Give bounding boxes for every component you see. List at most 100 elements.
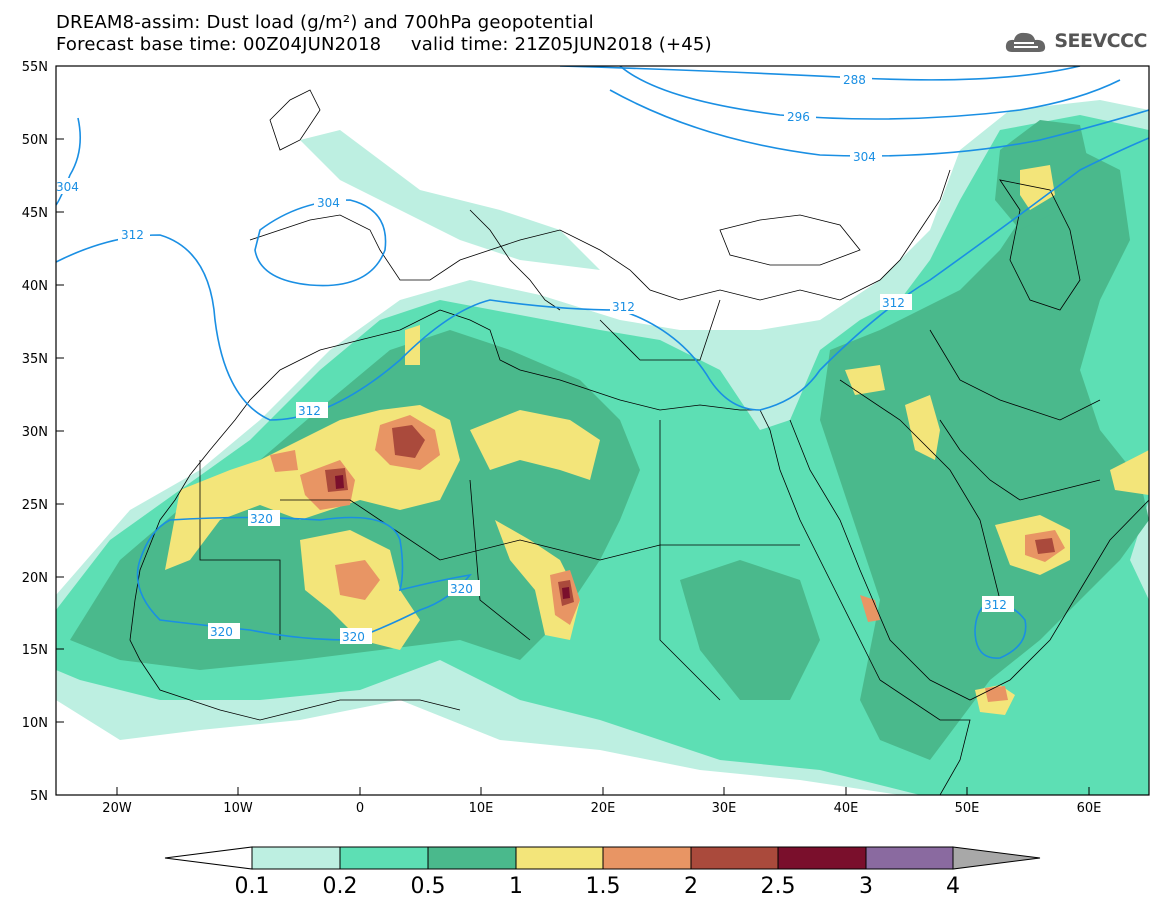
contour-label: 304	[317, 196, 340, 210]
colorbar-bin	[777, 846, 867, 870]
dust-level-1.5-c	[270, 450, 298, 472]
coast-italy	[469, 209, 561, 311]
colorbar-label: 0.1	[235, 874, 270, 899]
dust-level-1.5-d	[335, 560, 380, 600]
lat-tick-label: 15N	[22, 643, 48, 658]
contour-label: 312	[612, 300, 635, 314]
colorbar-label: 1	[509, 874, 523, 899]
contour-296	[619, 66, 1121, 120]
lat-tick-label: 20N	[22, 571, 48, 586]
colorbar-bin	[427, 846, 517, 870]
lat-tick-label: 45N	[22, 206, 48, 221]
colorbar-label: 1.5	[586, 874, 621, 899]
contour-320	[136, 516, 472, 641]
dust-level-2-d	[1035, 538, 1055, 554]
title-line-2: Forecast base time: 00Z04JUN2018 valid t…	[56, 34, 712, 55]
lat-tick-label: 40N	[22, 279, 48, 294]
dust-level-1-c	[470, 410, 600, 480]
dust-level-1-k	[405, 325, 420, 365]
coast-med-south	[439, 309, 760, 411]
colorbar-high-arrow	[952, 846, 1041, 870]
colorbar-label: 2.5	[761, 874, 796, 899]
dust-level-1-f	[905, 395, 940, 460]
colorbar-bin	[251, 846, 341, 870]
colorbar-label: 3	[859, 874, 873, 899]
contour-label: 288	[843, 73, 866, 87]
contour-label: 320	[250, 512, 273, 526]
colorbar-label: 0.5	[411, 874, 446, 899]
contour-label: 312	[121, 228, 144, 242]
coast-caspian	[999, 179, 1081, 311]
lon-tick-label: 30E	[712, 801, 737, 816]
dust-level-1-i	[1110, 450, 1149, 495]
colorbar: 0.1 0.2 0.5 1 1.5 2 2.5 3 4	[164, 846, 1041, 899]
seevccc-logo: SEEVCCC	[1004, 24, 1147, 58]
lon-tick-label: 50E	[955, 801, 980, 816]
coast-red-sea	[759, 409, 881, 681]
contour-label: 320	[342, 630, 365, 644]
lat-tick-label: 25N	[22, 498, 48, 513]
colorbar-bin	[602, 846, 692, 870]
cloud-icon	[1006, 32, 1046, 52]
dust-level-0.5-east	[820, 150, 1149, 760]
colorbar-bin	[339, 846, 429, 870]
lat-labels: 55N 50N 45N 40N 35N 30N 25N 20N 15N 10N …	[22, 60, 48, 804]
border-8	[599, 299, 721, 361]
coast-arabia	[789, 419, 1149, 701]
coast-gulf	[939, 419, 1101, 501]
lon-tick-label: 60E	[1077, 801, 1102, 816]
colorbar-label: 4	[946, 874, 960, 899]
colorbar-bin	[690, 846, 779, 870]
colorbar-bin	[865, 846, 954, 870]
coastlines	[129, 89, 1149, 795]
lon-tick-label: 10W	[223, 801, 253, 816]
lat-tick-label: 50N	[22, 133, 48, 148]
coast-europe	[249, 169, 951, 301]
dust-level-1.5-h	[985, 686, 1008, 702]
border-6	[839, 379, 1001, 601]
lon-tick-label: 0	[356, 801, 364, 816]
coast-uk	[269, 89, 321, 151]
lon-tick-label: 40E	[834, 801, 859, 816]
colorbar-label: 0.2	[323, 874, 358, 899]
contour-label: 296	[787, 110, 810, 124]
dust-level-1-e	[845, 365, 885, 395]
dust-level-2.5	[335, 475, 344, 489]
lat-tick-label: 10N	[22, 716, 48, 731]
coast-black-sea	[719, 214, 861, 266]
dust-field	[56, 100, 1149, 795]
lon-tick-label: 20W	[102, 801, 132, 816]
dust-level-0.1-north	[300, 130, 600, 270]
logo-text: SEEVCCC	[1054, 30, 1147, 52]
coast-nw-africa	[129, 309, 461, 721]
contour-304-left	[56, 117, 81, 206]
lat-tick-label: 30N	[22, 425, 48, 440]
border-5	[599, 544, 721, 701]
border-3	[469, 479, 531, 641]
lat-tick-label: 55N	[22, 60, 48, 75]
contour-label: 312	[984, 598, 1007, 612]
lat-tick-label: 5N	[30, 789, 48, 804]
contour-304-closed	[254, 199, 387, 287]
contour-312	[56, 137, 1149, 421]
contour-label: 312	[882, 296, 905, 310]
contour-label: 304	[56, 180, 79, 194]
dust-level-1.5-g	[860, 595, 880, 622]
border-7	[929, 329, 1101, 421]
lon-labels: 20W 10W 0 10E 20E 30E 40E 50E 60E	[102, 801, 1101, 816]
lon-tick-label: 10E	[469, 801, 494, 816]
contour-label: 320	[450, 582, 473, 596]
dust-level-0.5-c	[680, 560, 820, 700]
lat-tick-label: 35N	[22, 352, 48, 367]
border-1	[199, 460, 281, 640]
contour-label: 312	[298, 404, 321, 418]
dust-level-2.5-b	[562, 587, 570, 599]
coast-horn	[879, 679, 971, 795]
dust-level-2	[392, 425, 425, 458]
border-2	[280, 499, 601, 561]
title-line-1: DREAM8-assim: Dust load (g/m²) and 700hP…	[56, 12, 594, 33]
contour-312-closed	[974, 603, 1027, 659]
ticks	[56, 65, 1090, 796]
colorbar-label: 2	[684, 874, 698, 899]
